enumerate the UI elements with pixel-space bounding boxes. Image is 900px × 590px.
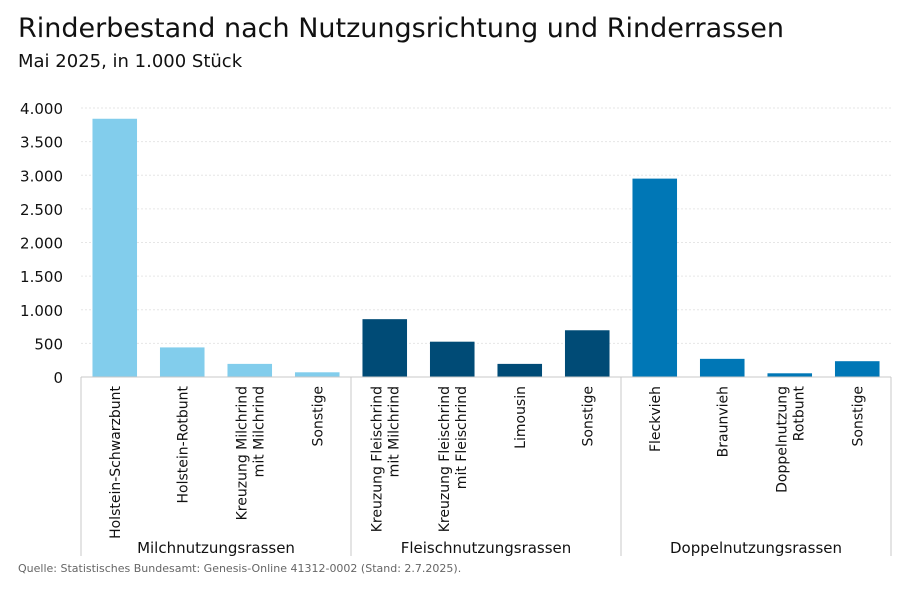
x-tick-label-line: Doppelnutzung [774, 386, 790, 493]
x-axis: Holstein-Schwarzbunt Holstein-Rotbunt Kreu… [80, 376, 892, 557]
source-note: Quelle: Statistisches Bundesamt: Genesis… [18, 562, 462, 575]
bar [362, 319, 408, 377]
gridlines [81, 107, 891, 344]
x-tick-label-line: Kreuzung Fleischrind [437, 386, 453, 532]
y-tick-label: 3.500 [20, 134, 63, 152]
chart-subtitle: Mai 2025, in 1.000 Stück [18, 51, 243, 72]
bar [429, 341, 475, 377]
x-tick-label: Sonstige [580, 386, 596, 447]
y-tick-label: 2.000 [20, 235, 63, 253]
x-tick-label-line: Holstein-Rotbunt [175, 385, 191, 503]
x-tick-label: Sonstige [310, 386, 326, 447]
bar [92, 118, 138, 377]
x-tick-label: Holstein-Schwarzbunt [108, 385, 124, 538]
y-tick-label: 500 [34, 335, 63, 353]
bars [92, 118, 880, 377]
y-tick-label: 2.500 [20, 201, 63, 219]
bar [294, 372, 340, 377]
x-tick-label-line: Sonstige [310, 386, 326, 447]
y-axis-ticks: 0 500 1.000 1.500 2.000 2.500 3.000 3.500 4.000 [20, 100, 63, 387]
chart-title: Rinderbestand nach Nutzungsrichtung und … [18, 13, 784, 44]
bar [767, 373, 813, 377]
x-tick-label-line: Holstein-Schwarzbunt [108, 385, 124, 538]
y-tick-label: 0 [53, 369, 63, 387]
bar [227, 363, 273, 377]
x-tick-label-line: mit Milchrind [251, 386, 267, 477]
x-tick-label: Kreuzung Milchrindmit Milchrind [234, 386, 267, 520]
x-tick-label-line: Limousin [513, 386, 529, 449]
bar [564, 330, 610, 377]
x-tick-label: Sonstige [850, 386, 866, 447]
x-tick-label-line: Kreuzung Fleischrind [369, 386, 385, 532]
bar [834, 361, 880, 377]
x-tick-label: Kreuzung Fleischrindmit Milchrind [369, 386, 402, 532]
x-tick-label: Limousin [513, 386, 529, 449]
bar [159, 347, 205, 377]
bar [699, 358, 745, 377]
x-tick-label-line: mit Milchrind [386, 386, 402, 477]
group-label: Milchnutzungsrassen [137, 539, 295, 557]
y-tick-label: 4.000 [20, 100, 63, 118]
y-tick-label: 3.000 [20, 167, 63, 185]
x-tick-label-line: Sonstige [580, 386, 596, 447]
group-label: Doppelnutzungsrassen [670, 539, 842, 557]
x-tick-label: DoppelnutzungRotbunt [774, 385, 807, 492]
x-tick-label-line: mit Fleischrind [454, 386, 470, 489]
x-tick-label: Braunvieh [715, 386, 731, 457]
x-tick-label-line: Braunvieh [715, 386, 731, 457]
x-tick-label: Fleckvieh [648, 386, 664, 452]
x-tick-label-line: Rotbunt [791, 385, 807, 441]
x-tick-label-line: Sonstige [850, 386, 866, 447]
group-label: Fleischnutzungsrassen [401, 539, 572, 557]
x-tick-label-line: Fleckvieh [648, 386, 664, 452]
x-tick-label: Kreuzung Fleischrindmit Fleischrind [437, 386, 470, 532]
bar [497, 363, 543, 377]
bar [632, 178, 678, 377]
y-tick-label: 1.500 [20, 268, 63, 286]
x-tick-label: Holstein-Rotbunt [175, 385, 191, 503]
y-tick-label: 1.000 [20, 302, 63, 320]
x-tick-label-line: Kreuzung Milchrind [234, 386, 250, 520]
